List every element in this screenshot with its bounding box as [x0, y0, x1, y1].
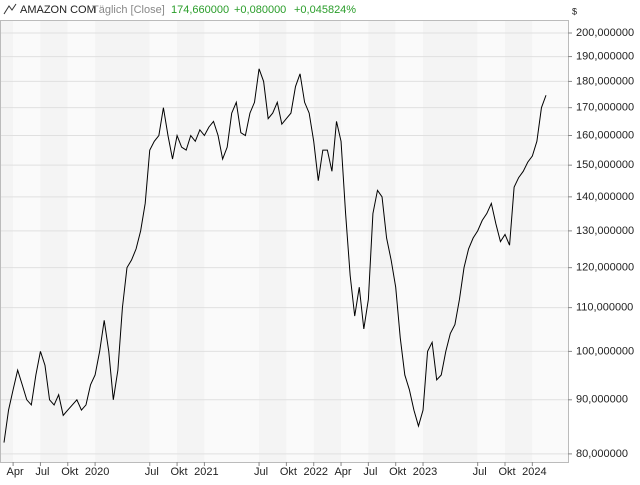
y-tick-label: 200,000000	[576, 27, 634, 39]
x-tick-label: Jul	[145, 466, 159, 478]
background-band	[67, 21, 96, 462]
y-tick-label: 90,000000	[576, 394, 628, 406]
x-tick-label: Jul	[363, 466, 377, 478]
y-tick-label: 170,000000	[576, 102, 634, 114]
y-tick-label: 120,000000	[576, 262, 634, 274]
x-tick-label: 2024	[522, 466, 546, 478]
y-tick-label: 140,000000	[576, 191, 634, 203]
x-tick-label: Apr	[334, 466, 351, 478]
x-tick-label: Okt	[498, 466, 515, 478]
x-tick-label: 2023	[413, 466, 437, 478]
background-band	[341, 21, 369, 462]
x-tick-label: 2020	[85, 466, 109, 478]
chart-title: AMAZON COM	[20, 4, 96, 16]
last-price: 174,660000	[171, 4, 229, 16]
background-band	[204, 21, 260, 462]
y-tick-label: 100,000000	[576, 345, 634, 357]
x-tick-label: Jul	[254, 466, 268, 478]
x-tick-label: Okt	[171, 466, 188, 478]
y-tick-label: 150,000000	[576, 159, 634, 171]
chart-icon	[3, 3, 17, 15]
x-tick-label: Okt	[389, 466, 406, 478]
y-tick-label: 110,000000	[576, 302, 633, 314]
background-band	[40, 21, 68, 462]
x-tick-label: 2022	[303, 466, 327, 478]
x-tick-label: Jul	[473, 466, 487, 478]
background-band	[505, 21, 533, 462]
y-tick-label: 130,000000	[576, 225, 634, 237]
background-band	[395, 21, 424, 462]
background-band	[286, 21, 314, 462]
plot-frame	[0, 20, 569, 463]
y-tick-label: 160,000000	[576, 129, 634, 141]
x-tick-label: Okt	[61, 466, 78, 478]
background-band	[95, 21, 150, 462]
price-change-pct: +0,045824%	[294, 4, 356, 16]
background-band	[177, 21, 205, 462]
background	[1, 21, 568, 462]
x-tick-label: Apr	[7, 466, 24, 478]
background-band	[423, 21, 478, 462]
y-tick-label: 180,000000	[576, 75, 634, 87]
background-band	[259, 21, 287, 462]
background-band	[532, 21, 568, 462]
chart-subtitle: Täglich [Close]	[92, 4, 165, 16]
background-band	[313, 21, 342, 462]
x-tick-label: Jul	[35, 466, 49, 478]
x-tick-label: 2021	[194, 466, 218, 478]
background-band	[149, 21, 178, 462]
y-tick-label: 80,000000	[576, 448, 628, 460]
y-tick-label: 190,000000	[576, 50, 634, 62]
y-axis-label: $	[572, 6, 577, 16]
background-band	[368, 21, 396, 462]
price-line	[3, 68, 547, 443]
x-tick-label: Okt	[280, 466, 297, 478]
background-band	[13, 21, 41, 462]
price-change: +0,080000	[234, 4, 286, 16]
